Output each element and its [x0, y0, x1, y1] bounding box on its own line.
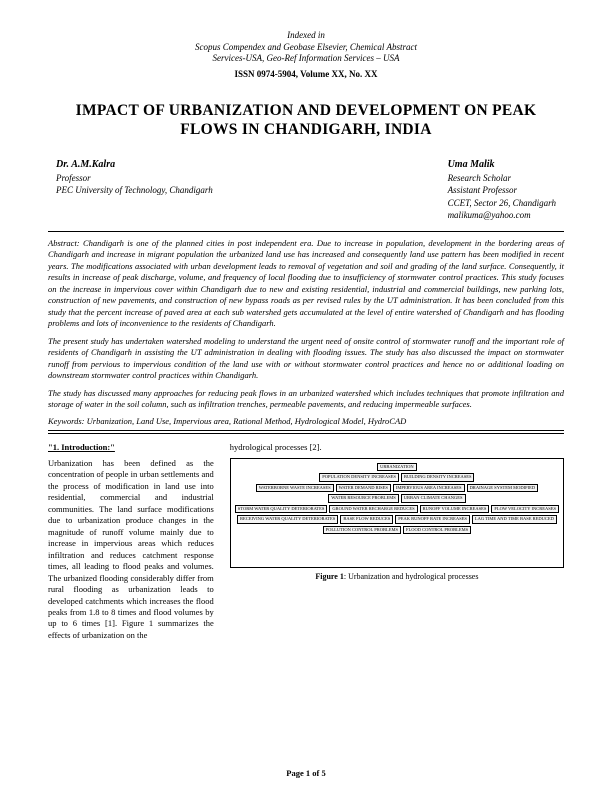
author-right-email: malikuma@yahoo.com — [448, 209, 556, 221]
fig-node: WATER RESOURCE PROBLEMS — [328, 494, 399, 503]
fig-node: RUNOFF VOLUME INCREASES — [420, 505, 490, 514]
fig-node: WATERBORNE WASTE INCREASES — [256, 484, 334, 493]
double-rule — [48, 430, 564, 434]
figure-1-diagram: URBANIZATION POPULATION DENSITY INCREASE… — [230, 458, 564, 568]
fig-node: RECEIVING WATER QUALITY DETERIORATES — [237, 515, 338, 524]
abstract: Abstract: Chandigarh is one of the plann… — [48, 238, 564, 411]
indexed-label: Indexed in — [48, 30, 564, 42]
author-right: Uma Malik Research Scholar Assistant Pro… — [448, 158, 556, 221]
issn-line: ISSN 0974-5904, Volume XX, No. XX — [48, 69, 564, 79]
index-header: Indexed in Scopus Compendex and Geobase … — [48, 30, 564, 79]
figure-1-caption: Figure 1: Urbanization and hydrological … — [230, 572, 564, 583]
authors-block: Dr. A.M.Kalra Professor PEC University o… — [48, 158, 564, 221]
author-left-role: Professor — [56, 172, 213, 184]
rule-1 — [48, 430, 564, 431]
fig-node: LAG TIME AND TIME BASE REDUCED — [472, 515, 557, 524]
figure-caption-text: : Urbanization and hydrological processe… — [344, 572, 479, 581]
figure-label: Figure 1 — [315, 572, 344, 581]
column-left: "1. Introduction:" Urbanization has been… — [48, 442, 214, 645]
abstract-p3: The study has discussed many approaches … — [48, 388, 564, 411]
fig-node: POPULATION DENSITY INCREASES — [319, 473, 399, 482]
section-heading-intro: "1. Introduction:" — [48, 442, 214, 453]
fig-node: URBANIZATION — [377, 463, 417, 472]
fig-node: FLOOD CONTROL PROBLEMS — [403, 526, 471, 535]
author-right-affil: CCET, Sector 26, Chandigarh — [448, 197, 556, 209]
fig-node: PEAK RUNOFF RATE INCREASES — [395, 515, 470, 524]
author-right-role: Research Scholar — [448, 172, 556, 184]
author-left: Dr. A.M.Kalra Professor PEC University o… — [56, 158, 213, 221]
author-right-role2: Assistant Professor — [448, 184, 556, 196]
fig-node: FLOW VELOCITY INCREASES — [491, 505, 559, 514]
abstract-p1: Abstract: Chandigarh is one of the plann… — [48, 238, 564, 330]
page-number: Page 1 of 5 — [0, 768, 612, 778]
author-right-name: Uma Malik — [448, 158, 556, 172]
keywords: Keywords: Urbanization, Land Use, Imperv… — [48, 416, 564, 426]
col2-continuation: hydrological processes [2]. — [230, 442, 564, 453]
fig-node: BASE FLOW REDUCES — [340, 515, 393, 524]
rule-top — [48, 231, 564, 232]
fig-node: POLLUTION CONTROL PROBLEMS — [323, 526, 401, 535]
abstract-p2: The present study has undertaken watersh… — [48, 336, 564, 382]
fig-node: STORM WATER QUALITY DETERIORATES — [235, 505, 328, 514]
fig-node: URBAN CLIMATE CHANGES — [401, 494, 466, 503]
rule-2 — [48, 433, 564, 434]
fig-node: WATER DEMAND RISES — [336, 484, 391, 493]
author-left-name: Dr. A.M.Kalra — [56, 158, 213, 172]
fig-node: IMPERVIOUS AREA INCREASES — [393, 484, 465, 493]
fig-node: GROUND WATER RECHARGE REDUCES — [329, 505, 417, 514]
indexed-line-2: Services-USA, Geo-Ref Information Servic… — [48, 53, 564, 65]
author-left-affil: PEC University of Technology, Chandigarh — [56, 184, 213, 196]
column-right: hydrological processes [2]. URBANIZATION… — [230, 442, 564, 645]
fig-node: BUILDING DENSITY INCREASES — [401, 473, 475, 482]
indexed-line-1: Scopus Compendex and Geobase Elsevier, C… — [48, 42, 564, 54]
paper-title: IMPACT OF URBANIZATION AND DEVELOPMENT O… — [48, 101, 564, 140]
body-columns: "1. Introduction:" Urbanization has been… — [48, 442, 564, 645]
intro-paragraph: Urbanization has been defined as the con… — [48, 458, 214, 642]
fig-node: DRAINAGE SYSTEM MODIFIED — [467, 484, 539, 493]
